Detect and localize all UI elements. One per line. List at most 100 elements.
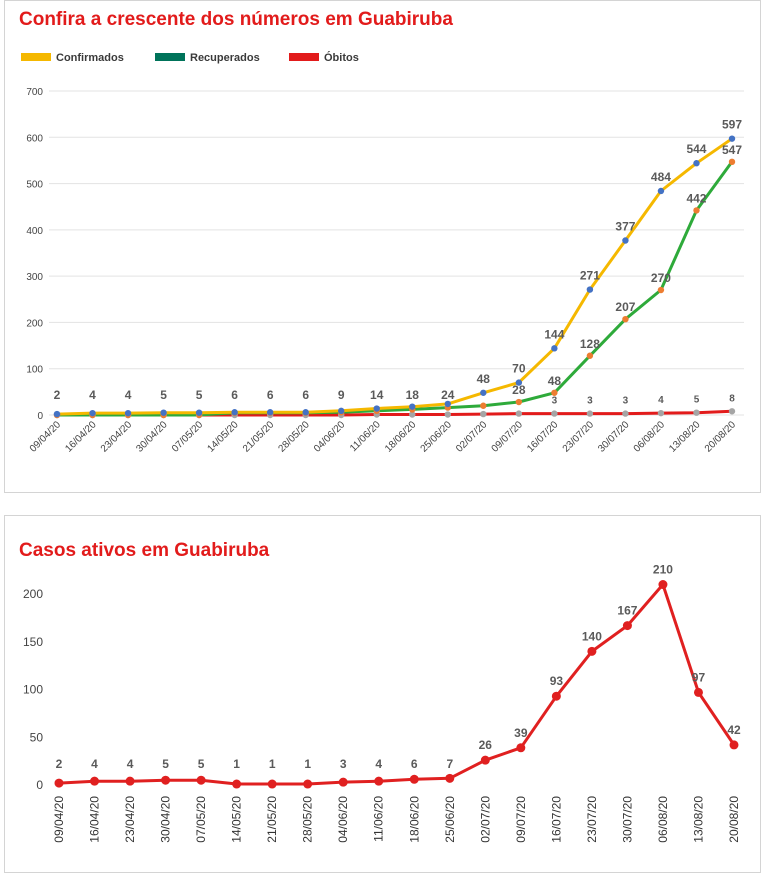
data-label: 8 [729,393,735,404]
data-point [622,315,629,323]
data-label: 3 [340,757,347,771]
data-label: 1 [304,757,311,771]
y-tick-label: 500 [26,180,43,191]
data-point [161,775,171,785]
y-tick-label: 0 [36,778,43,792]
data-point [125,776,135,786]
x-tick-label: 16/07/20 [549,796,563,843]
data-point [657,409,665,417]
data-point [693,409,700,416]
data-label: 2 [54,388,61,402]
series-line [58,583,736,786]
data-point [693,160,700,167]
data-point [622,237,629,244]
data-label: 3 [623,396,629,407]
series-points [54,580,739,789]
data-label: 6 [411,757,418,771]
y-axis: 0 50 100 150 200 [23,587,43,792]
data-point [728,135,736,142]
data-label: 28 [512,383,526,397]
data-label: 4 [375,757,382,771]
series-points [53,135,736,419]
data-label: 3 [552,396,558,407]
y-tick-label: 200 [23,587,43,601]
x-tick-label: 23/04/20 [99,419,135,455]
x-axis: 09/04/20 16/04/20 23/04/20 30/04/20 07/05/20… [52,796,741,843]
data-point [338,777,348,787]
data-label: 544 [686,142,706,156]
data-label: 70 [512,362,526,376]
data-point [516,743,526,753]
x-axis: 09/04/20 16/04/20 23/04/20 30/04/20 07/05/20… [28,419,739,455]
data-point [409,411,416,418]
data-label: 18 [406,388,420,402]
data-point [409,774,419,784]
x-tick-label: 25/06/20 [419,419,455,455]
data-point [515,379,523,386]
data-point [195,409,203,416]
data-point [586,286,594,293]
x-tick-label: 30/04/20 [159,796,173,843]
data-label: 48 [548,374,562,388]
data-label: 270 [651,271,671,285]
x-tick-label: 11/06/20 [372,796,386,842]
x-tick-label: 20/08/20 [703,419,739,455]
data-label: 5 [160,388,167,402]
y-tick-label: 50 [30,730,44,744]
data-point [728,158,736,166]
x-tick-label: 25/06/20 [443,796,457,843]
data-label: 4 [89,388,96,402]
data-point [90,776,100,786]
data-point [657,187,665,195]
data-label: 210 [653,563,673,577]
series-lines [56,137,734,417]
legend-swatch [21,53,51,61]
data-point [373,405,380,412]
x-tick-label: 30/07/20 [620,796,634,843]
chart-card-growth: Confira a crescente dos números em Guabi… [4,0,761,493]
x-tick-label: 09/04/20 [28,419,64,455]
y-tick-label: 0 [37,411,43,422]
chart-title: Confira a crescente dos números em Guabi… [19,9,453,30]
active-cases-chart: Casos ativos em Guabiruba 0 50 100 150 200 0… [19,540,741,843]
legend-label: Recuperados [190,52,260,64]
x-tick-label: 28/05/20 [301,796,315,843]
series-line-0 [56,137,733,416]
data-point [693,687,703,697]
legend-label: Confirmados [56,52,124,64]
x-tick-label: 02/07/20 [478,796,492,843]
data-label: 6 [231,388,238,402]
data-point [587,646,597,656]
growth-chart: Confira a crescente dos números em Guabi… [19,9,744,455]
data-point [231,409,238,416]
x-tick-label: 16/07/20 [525,419,561,455]
series-line [58,583,736,786]
data-label: 42 [727,723,741,737]
x-tick-label: 21/05/20 [265,796,279,843]
data-label: 207 [615,300,635,314]
x-tick-label: 09/07/20 [490,419,526,455]
data-label: 48 [477,372,491,386]
data-label: 14 [370,388,384,402]
x-tick-label: 07/05/20 [170,419,206,455]
data-point [232,779,242,789]
data-label: 128 [580,337,600,351]
data-label: 597 [722,118,742,132]
x-tick-label: 16/04/20 [63,419,99,455]
data-point [728,408,736,415]
data-point [267,779,277,789]
x-tick-label: 28/05/20 [276,419,312,455]
data-label: 7 [446,757,453,771]
data-label: 93 [550,674,564,688]
series-line-1 [57,160,734,417]
data-point [515,398,523,406]
data-point [622,410,629,417]
legend-swatch [289,53,319,61]
chart-title: Casos ativos em Guabiruba [19,540,270,561]
data-label: 547 [722,143,742,157]
data-label: 4 [91,757,98,771]
x-tick-label: 11/06/20 [348,419,383,454]
data-label: 484 [651,170,671,184]
data-point [658,580,668,590]
data-point [693,207,700,214]
